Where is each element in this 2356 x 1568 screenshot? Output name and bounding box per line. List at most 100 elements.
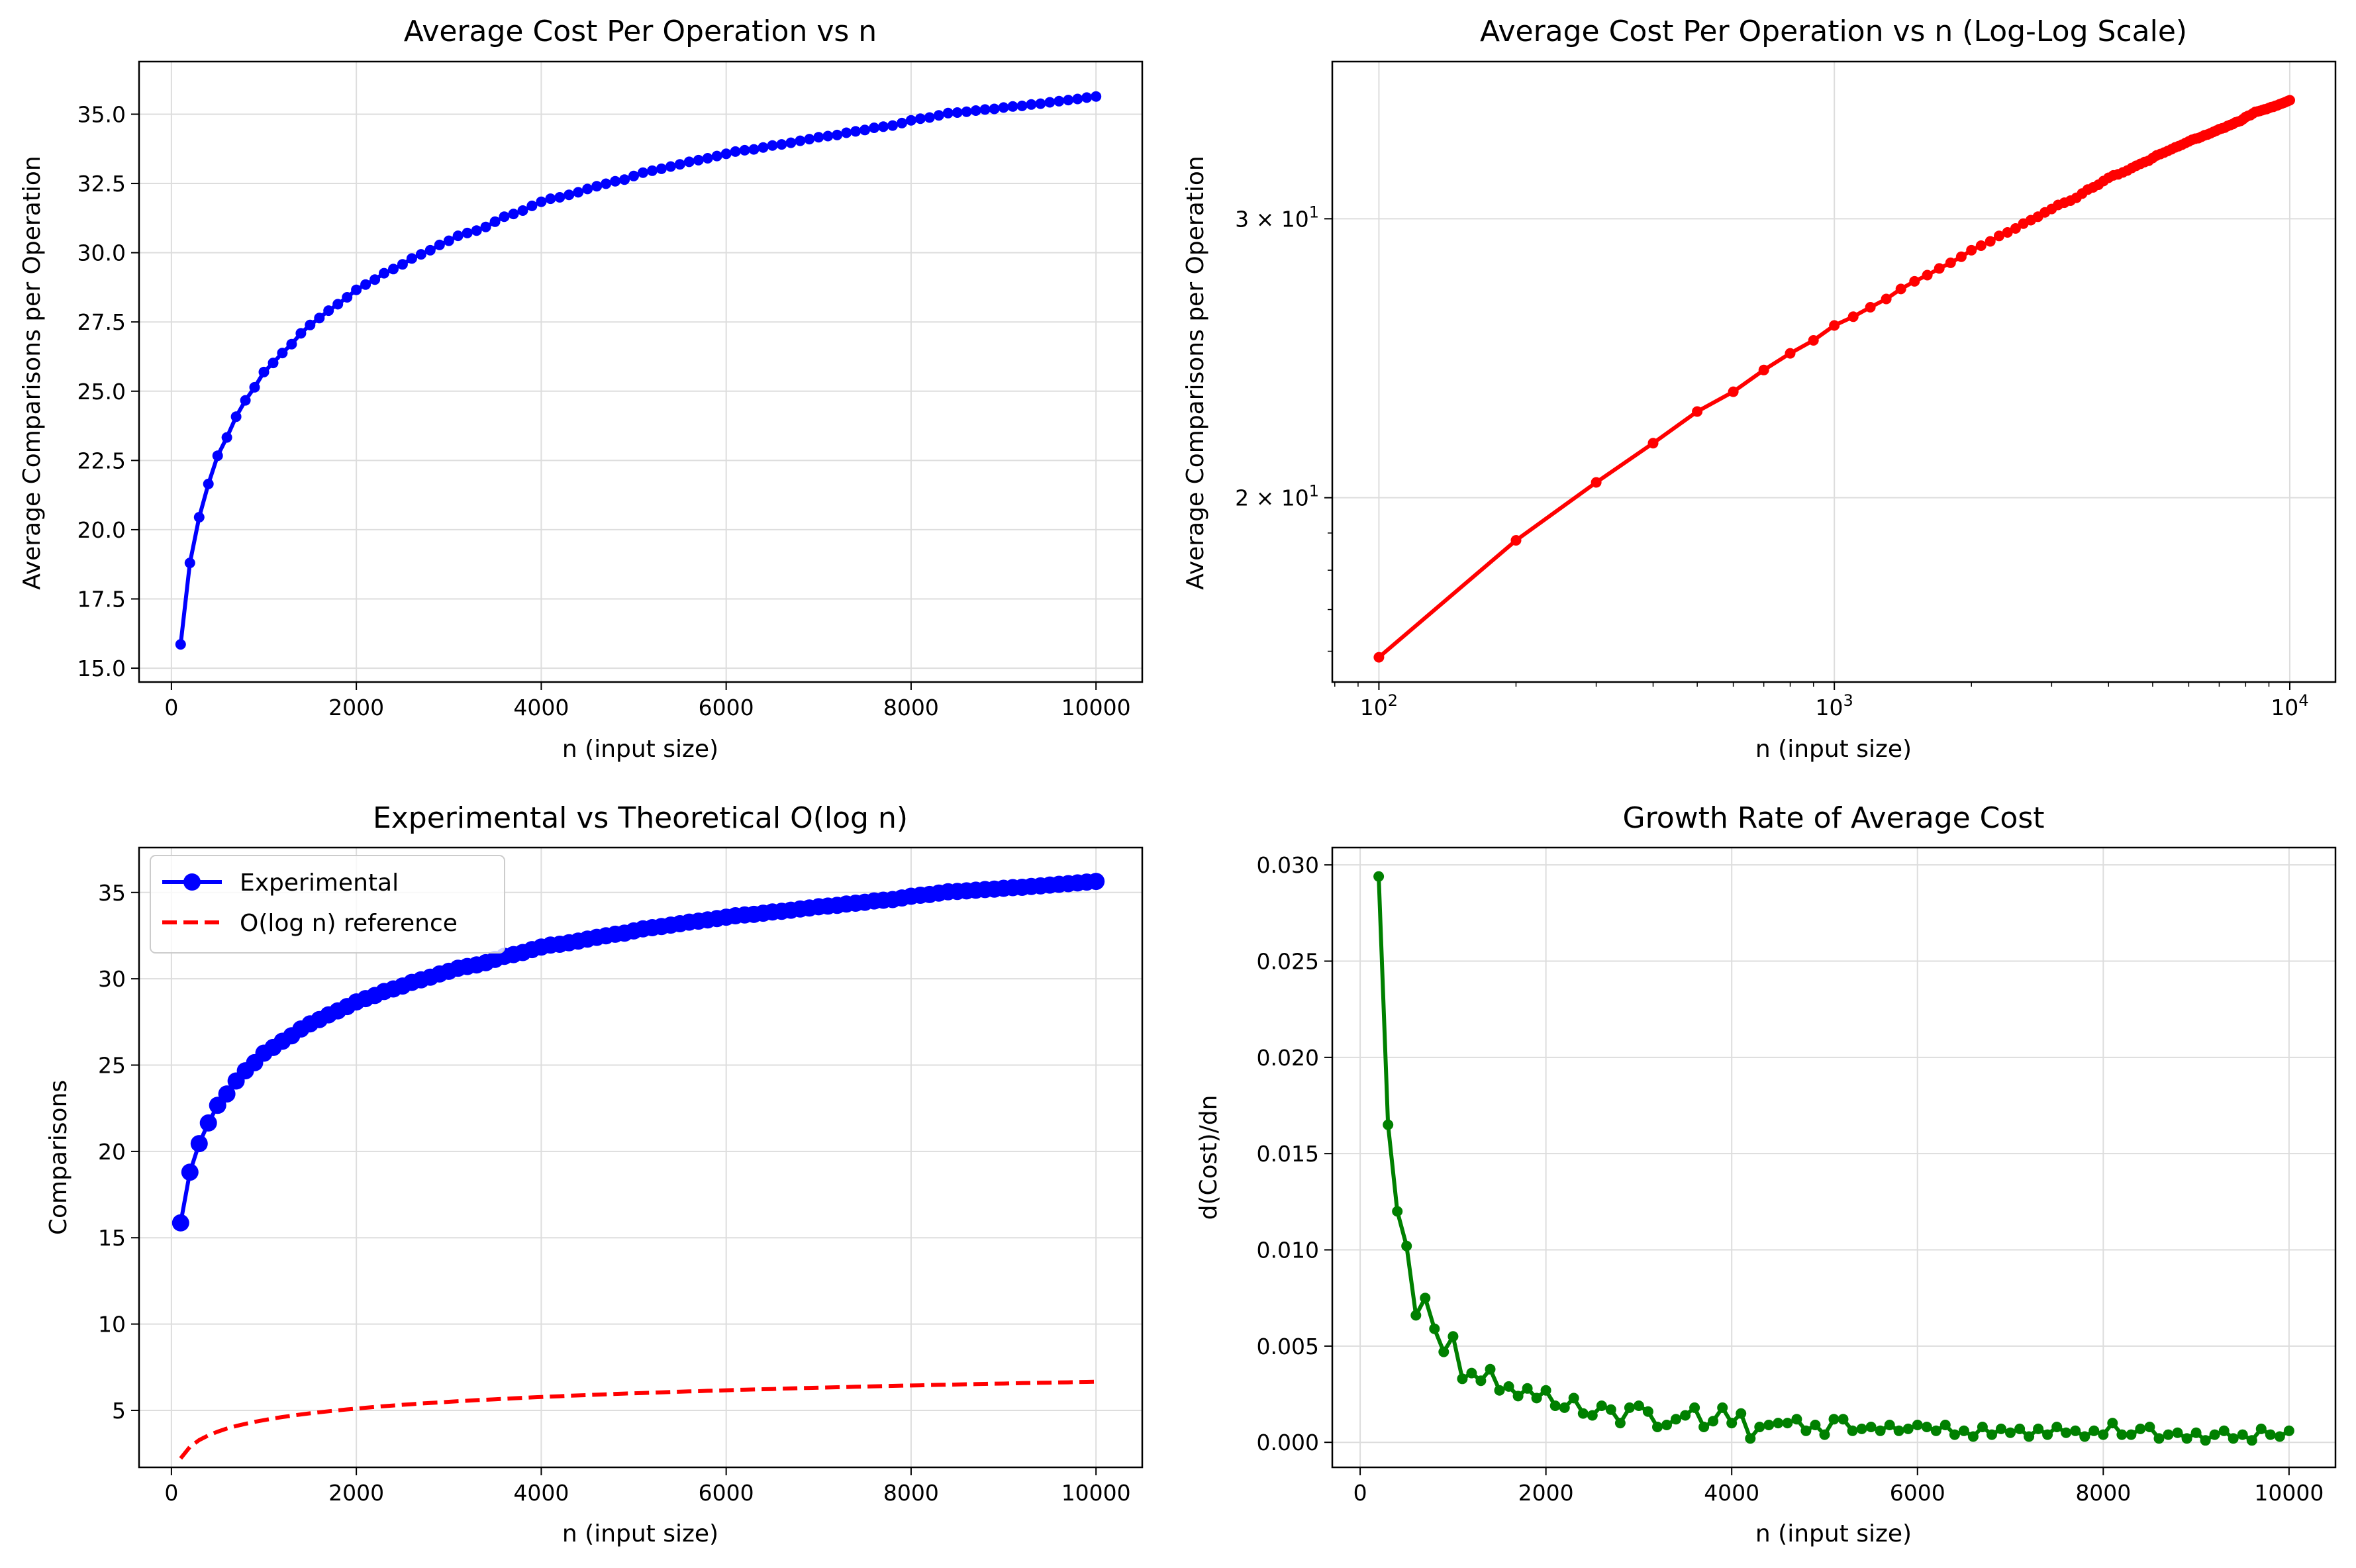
data-point	[1091, 91, 1102, 102]
data-point	[1726, 1418, 1738, 1429]
data-point	[1671, 1414, 1681, 1425]
data-point	[758, 142, 769, 153]
data-point	[795, 135, 806, 146]
data-point	[1373, 871, 1385, 882]
data-point	[480, 221, 491, 232]
panel-2-plot-area	[1373, 95, 2295, 663]
data-point	[268, 358, 279, 369]
legend-box	[150, 855, 505, 954]
data-point	[218, 1085, 236, 1103]
data-point	[2010, 223, 2021, 234]
data-point	[1958, 1425, 1969, 1436]
data-point	[342, 292, 353, 303]
data-point	[591, 181, 603, 192]
data-point	[1847, 311, 1859, 322]
panel-2-xlabel: n (input size)	[1755, 736, 1912, 763]
panel-3-plot-area	[172, 873, 1105, 1460]
y-tick-label: 0.020	[1257, 1045, 1319, 1071]
data-point	[2172, 1427, 2183, 1438]
data-point	[351, 284, 362, 295]
data-point	[564, 189, 575, 201]
data-point	[2061, 1427, 2072, 1438]
data-point	[970, 105, 981, 116]
data-point	[850, 126, 861, 137]
data-point	[2283, 1425, 2294, 1436]
panel-1-ticks: 0 2000 4000 6000 8000 10000 15.0 17.5 20.0 22.5 25…	[77, 101, 1131, 720]
data-point	[1438, 1346, 1449, 1357]
data-point	[184, 558, 195, 569]
data-point	[1893, 1425, 1904, 1436]
data-point	[804, 134, 815, 145]
data-point	[924, 112, 935, 123]
data-point	[1895, 283, 1906, 295]
data-point	[878, 121, 889, 132]
data-point	[1838, 1414, 1849, 1425]
data-point	[1865, 1422, 1877, 1432]
data-point	[1420, 1293, 1431, 1304]
data-point	[305, 319, 316, 330]
data-point	[2051, 1422, 2063, 1432]
data-point	[1587, 1410, 1598, 1421]
data-point	[181, 1163, 199, 1181]
panel-3-ticks: 0 2000 4000 6000 8000 10000 5 10 15 20 25 30 35	[98, 880, 1131, 1506]
data-point	[1881, 293, 1892, 305]
data-point	[2042, 1429, 2053, 1440]
data-point	[1856, 1423, 1867, 1434]
x-tick-label: 0	[164, 695, 178, 720]
data-point	[601, 178, 612, 189]
data-point	[2107, 1418, 2118, 1429]
x-tick-label: 2000	[1518, 1480, 1574, 1506]
y-tick-label: 25	[98, 1053, 126, 1079]
data-point	[2070, 1425, 2081, 1436]
data-point	[1810, 1420, 1821, 1430]
data-point	[434, 239, 445, 250]
panel-growth-rate: Growth Rate of Average Cost n (input siz…	[1195, 801, 2337, 1547]
data-point	[711, 150, 722, 162]
data-point	[1540, 1385, 1551, 1396]
data-point	[1087, 873, 1105, 891]
data-point	[295, 328, 307, 339]
data-point	[443, 235, 454, 246]
data-point	[1429, 1323, 1440, 1334]
data-point	[610, 175, 621, 187]
data-point	[665, 161, 676, 172]
data-point	[1633, 1400, 1644, 1411]
data-point	[887, 120, 898, 131]
x-tick-label: 4000	[1704, 1480, 1759, 1506]
data-point	[1063, 95, 1074, 106]
data-point	[1758, 364, 1769, 375]
data-point	[1510, 535, 1522, 546]
data-point	[1559, 1402, 1570, 1413]
data-point	[1596, 1400, 1607, 1411]
data-point	[1912, 1420, 1923, 1430]
data-point	[212, 450, 223, 462]
data-point	[933, 110, 944, 121]
data-point	[554, 192, 565, 203]
data-point	[1977, 1422, 1988, 1432]
data-point	[1680, 1410, 1691, 1421]
y-tick-label: 0.015	[1257, 1141, 1319, 1167]
data-point	[526, 200, 538, 211]
data-point	[1966, 244, 1977, 256]
data-point	[1485, 1363, 1496, 1375]
y-tick-label: 0.030	[1257, 852, 1319, 878]
data-point	[1975, 240, 1987, 251]
series-line	[178, 94, 1099, 647]
y-tick-label: 3 × 101	[1235, 203, 1319, 232]
x-tick-label: 10000	[1061, 695, 1131, 720]
data-point	[1392, 1206, 1403, 1217]
data-point	[832, 129, 843, 140]
data-point	[193, 512, 205, 523]
y-tick-label: 15	[98, 1225, 126, 1251]
data-point	[1661, 1420, 1672, 1430]
x-tick-label: 0	[1353, 1480, 1367, 1506]
data-point	[869, 122, 880, 133]
data-point	[1466, 1367, 1477, 1379]
data-point	[2246, 1435, 2257, 1446]
data-point	[683, 156, 695, 168]
data-point	[1007, 101, 1018, 112]
y-tick-label: 35.0	[77, 101, 126, 127]
data-point	[813, 132, 824, 143]
x-tick-label: 4000	[513, 1480, 569, 1506]
y-tick-label: 10	[98, 1312, 126, 1338]
